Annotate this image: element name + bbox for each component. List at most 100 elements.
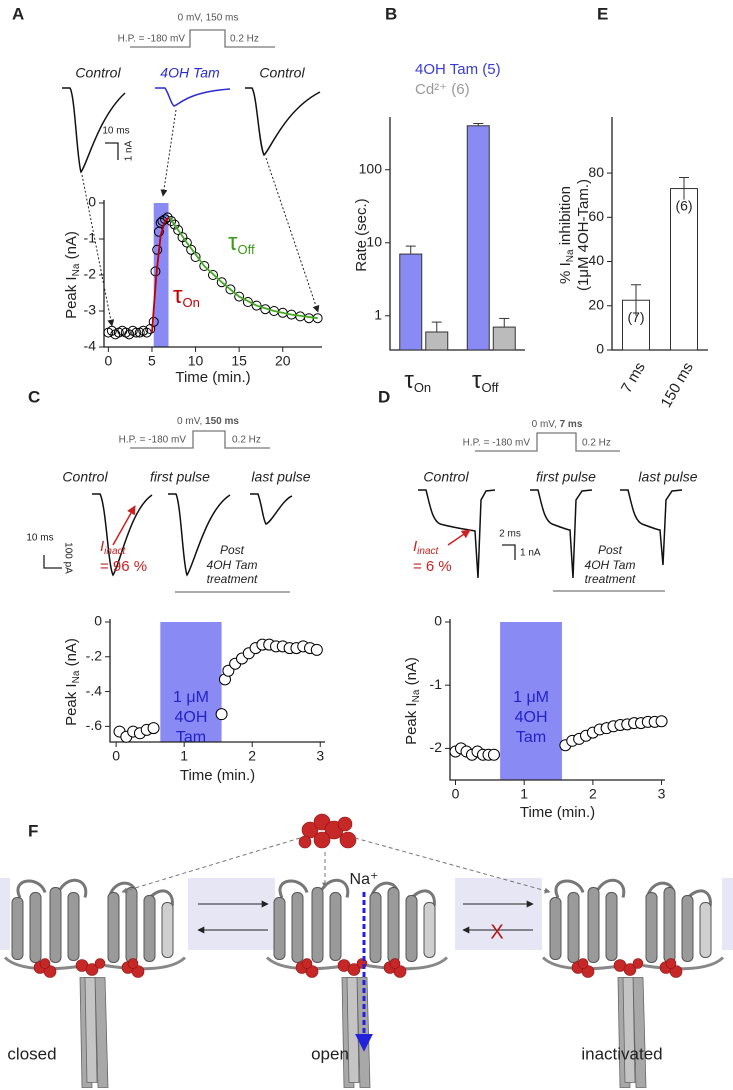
arrow — [447, 529, 471, 546]
y-tick-label: 60 — [588, 208, 604, 224]
category-label: τOff — [472, 367, 499, 395]
arrow — [81, 174, 115, 327]
current-trace — [92, 493, 153, 577]
treatment: 4OH Tam — [585, 558, 636, 572]
arrow — [160, 109, 177, 197]
data-point — [251, 300, 262, 311]
y-label-unit: (nA) — [63, 231, 80, 264]
category-sub: On — [414, 380, 431, 395]
protocol-step: 0 mV, 150 ms — [177, 416, 239, 427]
data-point — [186, 244, 197, 255]
data-point — [190, 252, 201, 262]
y-axis-label: Peak INa (nA) — [63, 231, 82, 319]
shade-label: Tam — [176, 729, 206, 746]
x-tick-label: 2 — [589, 786, 597, 802]
axis — [109, 619, 325, 743]
data-point — [162, 212, 173, 223]
trace-label: Control — [423, 469, 469, 485]
chart: 1 μM 4OH Tam 0 -.2 -.4 -.6 0 1 2 3 Time (min.) Peak … — [63, 613, 325, 784]
y-tick-label: -3 — [84, 302, 97, 318]
y-tick-label: -4 — [84, 338, 97, 354]
category-label: τOn — [404, 367, 431, 395]
arrow — [121, 837, 301, 894]
protocol-hp: H.P. = -180 mV — [119, 435, 187, 446]
scale-y: 100 pA — [62, 542, 73, 574]
x-tick-label: 1 — [520, 786, 528, 802]
panel-d-protocol: 0 mV, 7 ms H.P. = -180 mV 0.2 Hz — [463, 419, 620, 452]
membrane — [0, 878, 733, 950]
data-point — [208, 270, 218, 280]
bar — [425, 331, 449, 351]
chart: 0 -1 -2 -3 -4 0 5 10 15 20 Time (min.) Peak INa (nA… — [63, 194, 323, 386]
protocol-step: 0 mV, 150 ms — [178, 13, 239, 24]
inact-sub: inact — [417, 546, 439, 557]
trace-label: 4OH Tam — [160, 65, 220, 81]
x-tick-label: 5 — [148, 353, 156, 369]
channel-open — [265, 878, 449, 1090]
bar — [466, 125, 490, 351]
state-label: open — [311, 1044, 349, 1063]
current-trace — [530, 489, 593, 579]
data-point — [131, 327, 142, 338]
data-point — [242, 297, 253, 307]
treatment: treatment — [585, 572, 636, 586]
protocol-hp: H.P. = -180 mV — [118, 34, 186, 45]
panel-label: D — [378, 387, 390, 406]
current-trace — [155, 87, 231, 107]
scale-x: 2 ms — [499, 529, 521, 540]
fit-line — [168, 216, 318, 320]
category-label: 150 ms — [658, 359, 697, 410]
protocol-freq: 0.2 Hz — [582, 438, 611, 449]
x-tick-label: 3 — [316, 748, 324, 764]
data-point — [310, 643, 323, 656]
trace-label: last pulse — [638, 469, 697, 485]
y-label-sub: Na — [411, 689, 422, 702]
y-tick-label: 0 — [88, 194, 96, 210]
protocol-step-text: 0 mV, — [532, 419, 560, 430]
trace-label: first pulse — [150, 469, 210, 485]
data-point — [147, 722, 160, 735]
category-sub: Off — [481, 380, 498, 395]
n-label: (7) — [627, 309, 644, 325]
y-tick-label: -.4 — [86, 682, 103, 698]
shade-label: 4OH — [515, 709, 548, 726]
y-axis-label: % INa inhibition — [557, 186, 576, 284]
data-point — [225, 284, 236, 295]
tau-off: τOff — [228, 229, 255, 257]
x-axis-label: Time (min.) — [180, 767, 255, 784]
y-label-main: Peak I — [63, 683, 80, 726]
data-point — [215, 708, 228, 721]
scale-bar — [43, 555, 62, 569]
legend-entry: Cd²⁺ (6) — [415, 81, 470, 98]
ion-label: Na⁺ — [350, 871, 379, 888]
data-point — [173, 225, 184, 235]
inact-value: = 6 % — [413, 558, 452, 575]
panel-a-protocol: 0 mV, 150 ms H.P. = -180 mV 0.2 Hz — [118, 13, 275, 48]
y-tick-label: -1 — [430, 676, 443, 692]
data-point — [124, 329, 135, 340]
category-label: 7 ms — [618, 359, 649, 396]
scale-bar — [502, 544, 516, 560]
data-point — [181, 237, 192, 248]
y-label-unit: (nA) — [63, 638, 80, 671]
x-tick-label: 2 — [248, 748, 256, 764]
panel-label: B — [385, 4, 397, 23]
y-label-main: % I — [557, 262, 574, 284]
current-trace — [620, 489, 683, 566]
data-point — [655, 715, 668, 728]
data-point — [141, 327, 152, 338]
shade-label: 1 μM — [173, 689, 209, 706]
drug-molecule — [298, 813, 357, 849]
y-tick-label: 1 — [374, 306, 382, 322]
data-point — [199, 261, 210, 271]
protocol-hp: H.P. = -180 mV — [463, 438, 531, 449]
trace-label: last pulse — [251, 469, 310, 485]
y-tick-label: 0 — [434, 613, 442, 629]
current-trace — [168, 493, 231, 577]
shade-label: 4OH — [175, 709, 208, 726]
y-tick-label: 100 — [359, 160, 383, 176]
data-point — [234, 291, 245, 302]
n-label: (6) — [675, 197, 692, 213]
